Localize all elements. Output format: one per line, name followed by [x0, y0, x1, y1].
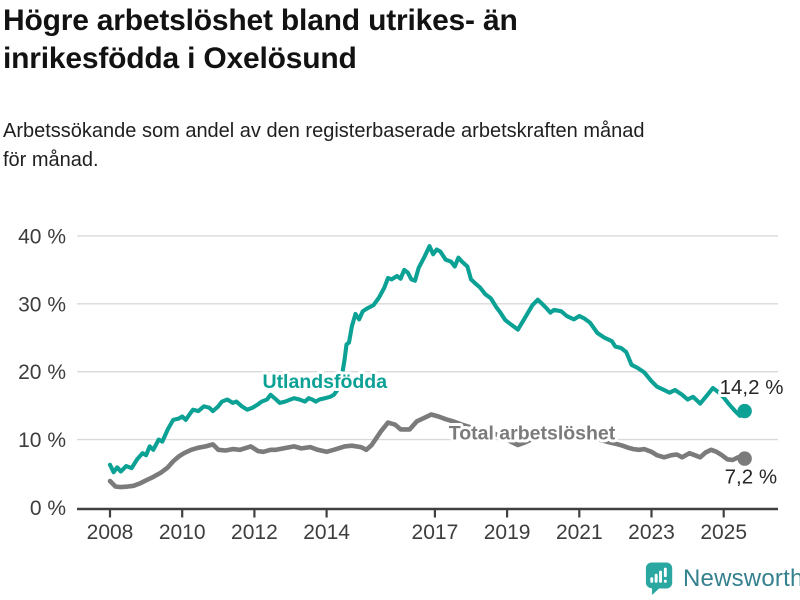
y-axis-tick-label: 0 %: [30, 497, 66, 520]
y-axis-tick-label: 30 %: [18, 293, 66, 316]
x-axis-tick-label: 2012: [231, 521, 278, 544]
series-label-total-arbetsloshet: Total arbetslöshet: [449, 422, 616, 444]
chart-title-line2: inrikesfödda i Oxelösund: [3, 42, 357, 75]
chart-subtitle: Arbetssökande som andel av den registerb…: [3, 117, 793, 174]
series-end-dot-total-arbetsloshet: [737, 451, 752, 466]
series-line-utlandsfodda: [107, 244, 747, 475]
logo-bubble-shape: [645, 562, 673, 595]
series-label-utlandsfodda: Utlandsfödda: [262, 371, 387, 393]
chart-title-line1: Högre arbetslöshet bland utrikes- än: [3, 4, 518, 37]
chart-subtitle-line1: Arbetssökande som andel av den registerb…: [3, 120, 645, 142]
logo-bar2: [654, 573, 658, 583]
series-end-dot-utlandsfodda: [737, 403, 752, 419]
logo-exclamation-dot: [663, 579, 667, 583]
newsworthy-logo-text: Newsworthy: [683, 565, 800, 592]
y-axis-tick-label: 20 %: [18, 361, 66, 384]
y-axis-tick-label: 40 %: [18, 225, 66, 248]
x-axis-tick-label: 2010: [159, 521, 206, 544]
chart-title: Högre arbetslöshet bland utrikes- än inri…: [3, 2, 693, 78]
x-axis-tick-label: 2017: [412, 521, 459, 544]
newsworthy-logo: Newsworthy: [645, 561, 800, 597]
chart-subtitle-line2: för månad.: [3, 148, 99, 171]
x-axis-tick-label: 2025: [700, 521, 747, 544]
y-axis-tick-label: 10 %: [18, 429, 66, 452]
x-axis-tick-label: 2014: [303, 521, 350, 544]
x-axis-tick-label: 2008: [87, 521, 134, 544]
logo-exclamation-bar: [663, 567, 667, 578]
logo-bar3: [659, 570, 662, 583]
newsworthy-logo-icon: [645, 562, 673, 595]
series-end-value-label-total-arbetsloshet: 7,2 %: [725, 466, 777, 489]
series-line-total-arbetsloshet: [107, 412, 747, 490]
series-end-value-label-utlandsfodda: 14,2 %: [720, 376, 784, 399]
x-axis-tick-label: 2021: [556, 521, 603, 544]
x-axis-tick-label: 2023: [628, 521, 675, 544]
logo-bar1: [650, 577, 654, 583]
x-axis-tick-label: 2019: [484, 521, 531, 544]
